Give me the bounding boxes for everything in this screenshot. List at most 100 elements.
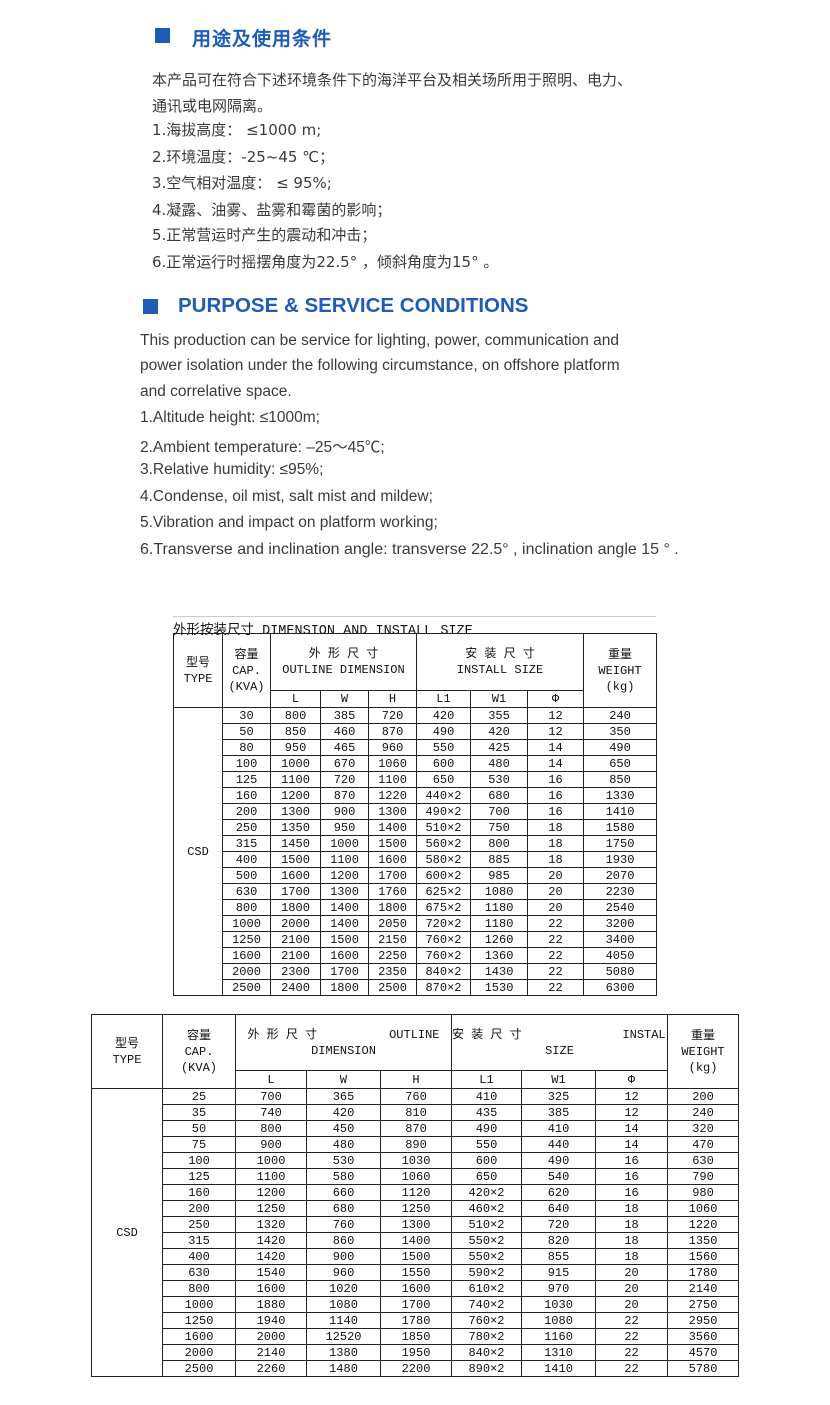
cn-condition-line: 5.正常营运时产生的震动和冲击； <box>152 226 377 244</box>
table-cell: 670 <box>320 755 369 772</box>
table-cell: 1300 <box>320 883 369 900</box>
table-cell: 50 <box>222 723 271 740</box>
table-cell: 950 <box>320 819 369 836</box>
table-cell: 2000 <box>235 1328 307 1345</box>
table-cell: 1800 <box>320 979 369 996</box>
cn-section-title: 用途及使用条件 <box>192 28 333 50</box>
table-cell: 440×2 <box>416 787 471 804</box>
table-cell: 900 <box>306 1248 381 1265</box>
table-cell: 2350 <box>368 963 417 980</box>
table-row: 100 1000 530 1030 600 490 16 630 <box>92 1152 740 1169</box>
table-cell: 740×2 <box>451 1296 522 1313</box>
table-cell: 800 <box>222 899 271 916</box>
table-cell: 1530 <box>470 979 528 996</box>
table-cell: 420 <box>416 707 471 724</box>
table-cell: 1140 <box>306 1312 381 1329</box>
table-cell: 1800 <box>270 899 321 916</box>
table-cell: 315 <box>222 835 271 852</box>
table-cell: 2050 <box>368 915 417 932</box>
table-cell: 720 <box>521 1216 596 1233</box>
table-cell: 22 <box>527 979 584 996</box>
table-cell: 1000 <box>270 755 321 772</box>
table-row: 200 1250 680 1250 460×2 640 18 1060 <box>92 1200 740 1217</box>
table-cell: 600×2 <box>416 867 471 884</box>
table-cell: 900 <box>235 1136 307 1153</box>
en-condition-line: 2.Ambient temperature: –25～45℃; <box>140 439 385 456</box>
table-cell: 50 <box>162 1120 236 1137</box>
table-cell: 1220 <box>368 787 417 804</box>
table-cell: 1420 <box>235 1248 307 1265</box>
subheader-cell: Φ <box>594 1070 669 1089</box>
table-cell: 400 <box>162 1248 236 1265</box>
en-condition-line: This production can be service for light… <box>140 332 620 349</box>
table-cell: 680 <box>470 787 528 804</box>
table-cell: 4050 <box>583 947 657 964</box>
table-row: 400 1420 900 1500 550×2 855 18 1560 <box>92 1248 740 1265</box>
table-cell: 3560 <box>667 1328 740 1345</box>
table-cell: 1600 <box>270 867 321 884</box>
table-cell: 1220 <box>667 1216 740 1233</box>
table-cell: 1000 <box>235 1152 307 1169</box>
table-cell: 530 <box>470 771 528 788</box>
table-cell: 1500 <box>270 851 321 868</box>
header-row: 型号 TYPE 容量 CAP. (KVA) 外 形 尺 寸 OUTLINE DIME… <box>173 633 657 708</box>
table-cell: 660 <box>306 1184 381 1201</box>
table-cell: 1080 <box>306 1296 381 1313</box>
cn-condition-line: 6.正常运行时摇摆角度为22.5° ，倾斜角度为15° 。 <box>152 253 499 271</box>
table-cell: 1600 <box>320 947 369 964</box>
table-cell: 16 <box>594 1168 669 1185</box>
table-cell: 3200 <box>583 915 657 932</box>
table-cell: 630 <box>162 1264 236 1281</box>
table-cell: 760×2 <box>416 947 471 964</box>
table-cell: 2000 <box>270 915 321 932</box>
table-cell: 1600 <box>235 1280 307 1297</box>
table-row: 100 1000 670 1060 600 480 14 650 <box>174 755 657 772</box>
table-cell: 315 <box>162 1232 236 1249</box>
table-cell: 30 <box>222 707 271 724</box>
table-cell: 1420 <box>235 1232 307 1249</box>
header-weight: 重量 WEIGHT (kg) <box>667 1014 740 1089</box>
table-cell: 1380 <box>306 1344 381 1361</box>
table-cell: 435 <box>451 1104 522 1121</box>
subheader-cell: L <box>235 1070 307 1089</box>
table-cell: 18 <box>594 1216 669 1233</box>
table-cell: 1760 <box>368 883 417 900</box>
table-cell: 14 <box>594 1136 669 1153</box>
table-cell: 22 <box>594 1344 669 1361</box>
table-cell: 1540 <box>235 1264 307 1281</box>
table-row: 2500 2400 1800 2500 870×2 1530 22 6300 <box>174 979 657 996</box>
table-cell: 1030 <box>380 1152 452 1169</box>
table-row: 50 850 460 870 490 420 12 350 <box>174 723 657 740</box>
table-cell: 75 <box>162 1136 236 1153</box>
type-cell: CSD <box>173 707 223 996</box>
table-cell: 100 <box>222 755 271 772</box>
table-cell: 1580 <box>583 819 657 836</box>
table-cell: 1020 <box>306 1280 381 1297</box>
table-cell: 1330 <box>583 787 657 804</box>
table-row: 800 1800 1400 1800 675×2 1180 20 2540 <box>174 899 657 916</box>
table-cell: 820 <box>521 1232 596 1249</box>
subheader-cell: L1 <box>451 1070 522 1089</box>
table-row: 1250 1940 1140 1780 760×2 1080 22 2950 <box>92 1312 740 1329</box>
table-cell: 1410 <box>521 1360 596 1377</box>
section-marker-icon <box>155 28 170 43</box>
table-row: 800 1600 1020 1600 610×2 970 20 2140 <box>92 1280 740 1297</box>
table-row: 1600 2000 12520 1850 780×2 1160 22 3560 <box>92 1328 740 1345</box>
table-cell: 385 <box>320 707 369 724</box>
table-row: 2000 2300 1700 2350 840×2 1430 22 5080 <box>174 963 657 980</box>
table-cell: 700 <box>470 803 528 820</box>
table-cell: 590×2 <box>451 1264 522 1281</box>
header-row: 型号 TYPE 容量 CAP. (KVA) 外 形 尺 寸 OUTLINE DIME… <box>91 1014 740 1089</box>
table-cell: 1500 <box>320 931 369 948</box>
table-cell: 2070 <box>583 867 657 884</box>
table-cell: 420 <box>306 1104 381 1121</box>
table-cell: 1300 <box>368 803 417 820</box>
table-cell: 16 <box>594 1184 669 1201</box>
table-cell: 18 <box>594 1232 669 1249</box>
table-cell: 20 <box>527 883 584 900</box>
table-cell: 12 <box>594 1088 669 1105</box>
header-cap: 容量 CAP. (KVA) <box>222 633 271 708</box>
table-row: 250 1350 950 1400 510×2 750 18 1580 <box>174 819 657 836</box>
table-cell: 1320 <box>235 1216 307 1233</box>
table-cell: 250 <box>162 1216 236 1233</box>
